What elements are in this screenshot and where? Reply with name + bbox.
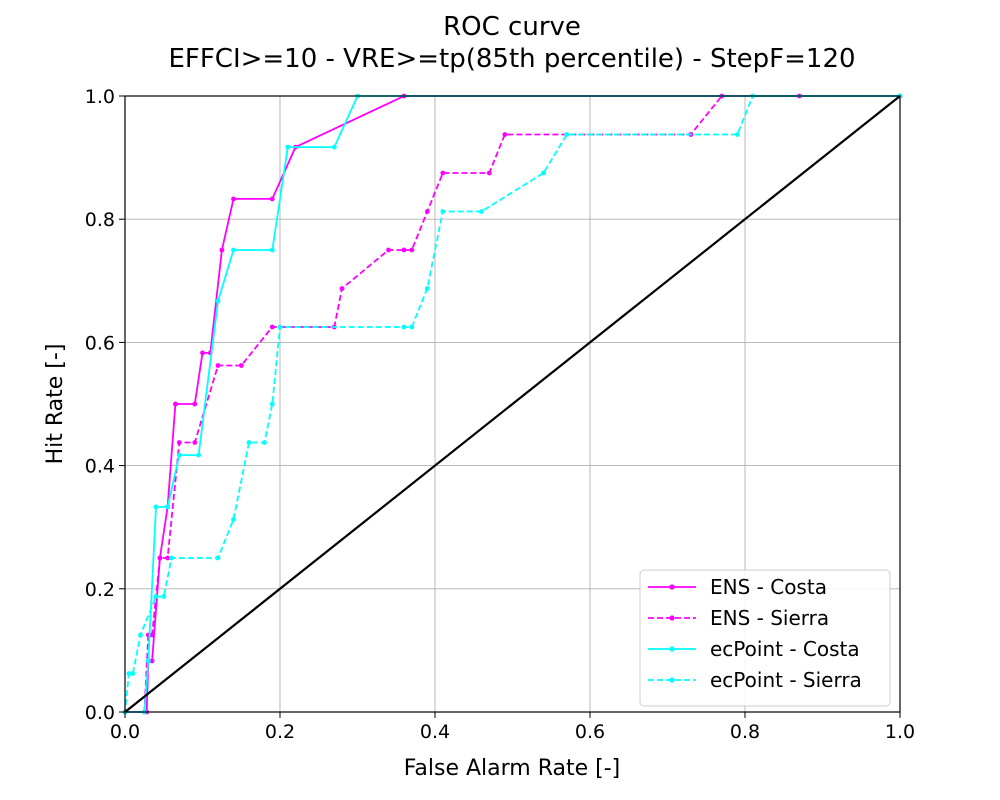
series-point [541,170,546,176]
series-point [149,658,155,664]
legend-marker [669,677,675,683]
series-point [169,555,174,561]
series-point [145,658,151,664]
legend-label: ecPoint - Sierra [710,668,862,692]
x-tick-label: 1.0 [885,721,915,743]
y-tick-label: 0.2 [85,579,115,601]
y-tick-label: 0.4 [85,456,115,478]
x-tick-label: 0.4 [420,721,450,743]
series-point [440,209,446,214]
series-point [173,401,178,407]
series-point [215,555,221,561]
series-point [176,452,182,458]
series-point [502,132,508,137]
series-point [269,324,275,330]
legend-label: ENS - Sierra [710,606,829,630]
plot-series [122,93,903,715]
series-point [215,363,221,368]
series-point [486,170,492,176]
legend-item: ENS - Costa [648,575,827,599]
series-point [215,298,221,304]
series-point [196,452,202,458]
series-point [269,401,275,407]
series-point [157,555,163,561]
legend-label: ENS - Costa [710,575,827,599]
series-point [231,196,236,202]
series-point [277,324,283,330]
series-line [125,95,900,713]
series-point [176,440,182,445]
series-point [165,504,171,510]
y-axis-label: Hit Rate [-] [43,344,68,465]
y-tick-label: 0.6 [85,332,115,354]
series-point [200,350,205,356]
series-point [192,440,198,445]
y-tick-label: 0.8 [85,209,115,231]
legend: ENS - Costa ENS - Sierra ecPoint - Costa ec… [639,569,891,707]
series-line [125,95,900,713]
legend-marker [669,615,675,621]
legend-marker [669,584,675,590]
chart-title: ROC curve [443,12,581,42]
series-point [231,247,236,253]
series-point [130,671,136,676]
x-tick-label: 0.6 [575,721,605,743]
chart-subtitle: EFFCI>=10 - VRE>=tp(85th percentile) - S… [168,44,855,74]
y-tick-label: 0.0 [85,702,115,724]
x-tick-label: 0.8 [730,721,760,743]
legend-item: ecPoint - Costa [648,637,860,661]
legend-item: ecPoint - Sierra [648,668,862,692]
grid [124,95,901,713]
legend-marker [669,646,675,652]
series-point [479,209,484,214]
series-point [165,555,171,561]
series-2 [122,93,903,715]
x-axis-label: False Alarm Rate [-] [404,756,621,781]
series-point [153,504,159,510]
x-tick-label: 0.0 [110,721,140,743]
series-point [262,440,267,445]
x-tick-label: 0.2 [265,721,295,743]
series-point [401,324,407,330]
series-point [126,671,132,676]
series-3 [122,93,903,715]
series-point [331,144,337,150]
series-point [219,247,225,253]
series-point [231,517,236,522]
series-point [409,324,415,330]
plot-frame [124,95,901,713]
series-point [246,440,252,445]
series-point [153,594,159,599]
legend-label: ecPoint - Costa [710,637,860,661]
series-point [424,286,430,291]
legend-box [639,569,891,707]
series-point [339,286,345,291]
series-point [238,363,244,368]
series-point [734,132,740,137]
axis-ticks: 0.0 0.2 0.4 0.6 0.8 1.0 0.0 0.2 0.4 0.6 0.8 1.0 [85,86,915,743]
y-tick-label: 1.0 [85,86,115,108]
series-point [269,247,275,253]
series-point [192,401,198,407]
series-point [424,209,430,214]
reference-line [124,95,901,713]
series-point [285,144,291,150]
series-point [269,196,275,202]
series-point [149,632,155,638]
series-point [409,247,415,253]
series-line [124,95,900,713]
series-point [401,247,407,253]
series-point [161,594,167,599]
legend-item: ENS - Sierra [648,606,829,630]
reference-diagonal [124,95,901,713]
series-point [138,632,143,638]
series-point [440,170,446,176]
series-point [386,247,391,253]
series-point [564,132,570,137]
